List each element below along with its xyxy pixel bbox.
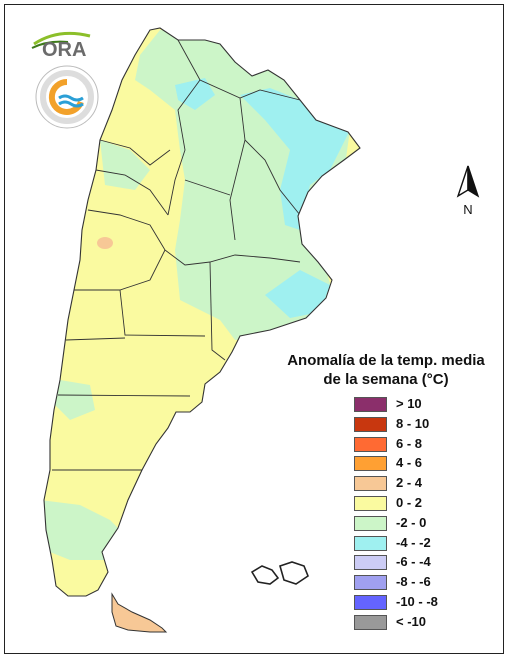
legend-swatch (354, 416, 387, 432)
legend-swatch (354, 436, 387, 452)
legend-swatch (354, 555, 387, 571)
legend-label: -4 - -2 (396, 534, 431, 550)
smn-seal-logo (35, 65, 99, 129)
legend-swatch (354, 575, 387, 591)
legend-swatch (354, 456, 387, 472)
legend-swatch (354, 614, 387, 630)
legend-swatch (354, 476, 387, 492)
legend-label: < -10 (396, 613, 426, 629)
legend-label: 2 - 4 (396, 475, 423, 491)
legend-swatch (354, 496, 387, 511)
legend-label: 4 - 6 (396, 455, 423, 471)
legend-swatch (354, 515, 387, 531)
legend-label: > 10 (396, 396, 422, 411)
legend-label: 8 - 10 (396, 415, 430, 431)
legend-title-line1: Anomalía de la temp. media (287, 352, 485, 369)
legend-swatch (354, 595, 387, 610)
legend-label: 0 - 2 (396, 495, 423, 510)
north-arrow-icon: N (456, 165, 480, 217)
legend-label: -2 - 0 (396, 514, 427, 530)
north-label: N (463, 202, 472, 217)
legend-label: -8 - -6 (396, 574, 431, 590)
ora-logo-text: ORA (42, 39, 86, 61)
legend-swatch (354, 397, 387, 412)
legend-swatch (354, 535, 387, 551)
legend-title-line2: de la semana (°C) (323, 371, 449, 388)
legend-title: Anomalía de la temp. media de la semana … (276, 351, 496, 389)
legend-label: -6 - -4 (396, 554, 431, 570)
legend-label: -10 - -8 (396, 594, 438, 609)
ora-logo: ORA (31, 31, 91, 61)
legend-label: 6 - 8 (396, 435, 423, 451)
